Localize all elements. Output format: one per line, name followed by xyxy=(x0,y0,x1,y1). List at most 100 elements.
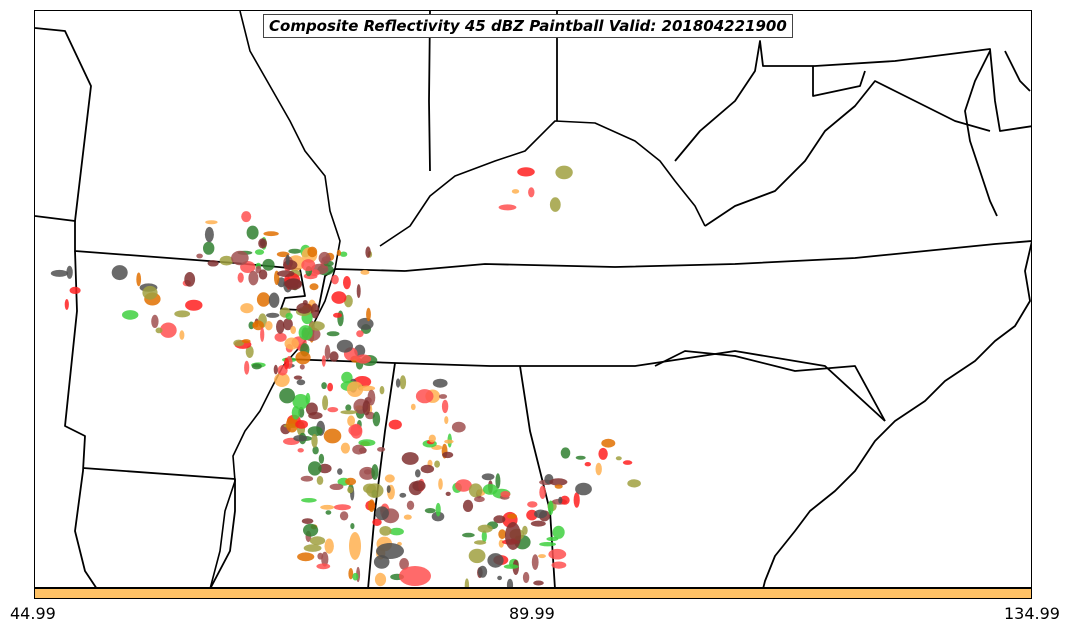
storm-cell xyxy=(598,447,608,460)
storm-cell xyxy=(340,410,358,415)
boundary-line xyxy=(74,221,406,312)
storm-cell xyxy=(464,578,470,587)
storm-cell xyxy=(307,246,318,258)
storm-cell xyxy=(555,165,573,180)
storm-cell xyxy=(438,394,448,399)
storm-cell xyxy=(547,500,554,516)
storm-cell xyxy=(293,375,303,380)
storm-cell xyxy=(531,554,539,570)
storm-cell xyxy=(204,226,214,243)
storm-cell xyxy=(268,292,280,308)
storm-cell xyxy=(246,225,259,240)
storm-cell xyxy=(348,424,363,436)
storm-cell xyxy=(442,451,454,459)
storm-cell xyxy=(283,357,290,370)
storm-cell xyxy=(428,434,436,443)
storm-cell xyxy=(318,453,325,464)
storm-cell xyxy=(372,518,382,526)
storm-cell xyxy=(310,303,320,319)
storm-cell xyxy=(279,388,295,404)
storm-cell xyxy=(374,572,387,587)
storm-cell xyxy=(285,312,293,320)
storm-cell xyxy=(256,292,271,307)
storm-cell xyxy=(142,285,158,300)
storm-cell xyxy=(347,415,355,427)
storm-cell xyxy=(318,251,331,265)
storm-cell xyxy=(203,241,215,255)
storm-cell xyxy=(258,238,267,249)
storm-cell xyxy=(367,389,376,406)
storm-cell xyxy=(511,189,520,194)
boundary-line xyxy=(428,11,431,172)
storm-cell xyxy=(286,416,299,433)
storm-cell xyxy=(284,278,302,289)
storm-cell xyxy=(549,197,561,212)
storm-cell xyxy=(295,351,311,365)
storm-cell xyxy=(151,314,159,328)
storm-cell xyxy=(575,482,592,496)
storm-cell xyxy=(241,211,252,223)
storm-cell xyxy=(69,286,81,294)
storm-cell xyxy=(312,446,319,455)
storm-cell xyxy=(527,501,538,508)
storm-cell xyxy=(179,330,185,340)
storm-cell xyxy=(276,319,285,334)
storm-cell xyxy=(343,276,351,290)
storm-cell xyxy=(352,444,366,455)
storm-cell xyxy=(331,274,339,285)
storm-cell xyxy=(352,572,359,581)
storm-cell xyxy=(307,426,323,437)
boundary-line xyxy=(812,66,866,97)
reflectivity-paintball-layer xyxy=(50,165,641,587)
storm-cell xyxy=(316,475,324,485)
storm-cell xyxy=(528,187,535,198)
storm-cell xyxy=(323,428,342,444)
storm-cell xyxy=(205,220,218,225)
storm-cell xyxy=(327,407,339,413)
storm-cell xyxy=(297,552,315,562)
storm-cell xyxy=(360,269,370,275)
map-panel xyxy=(34,10,1032,588)
storm-cell xyxy=(296,302,312,314)
storm-cell xyxy=(389,527,404,536)
storm-cell xyxy=(434,460,440,468)
storm-cell xyxy=(505,522,521,550)
storm-cell xyxy=(478,565,488,578)
storm-cell xyxy=(258,269,268,280)
storm-cell xyxy=(64,299,69,310)
storm-cell xyxy=(309,321,325,331)
storm-cell xyxy=(455,479,472,492)
storm-cell xyxy=(237,272,244,283)
storm-cell xyxy=(350,523,355,530)
storm-cell xyxy=(530,520,546,527)
storm-cell xyxy=(349,532,361,560)
storm-cell xyxy=(539,542,556,547)
storm-cell xyxy=(552,525,565,539)
storm-cell xyxy=(601,438,616,448)
storm-cell xyxy=(559,495,570,505)
storm-cell xyxy=(299,364,305,370)
storm-cell xyxy=(384,474,395,483)
river-upper-mississippi xyxy=(239,11,341,270)
coastline xyxy=(1004,50,1031,92)
storm-cell xyxy=(320,504,335,510)
storm-cell xyxy=(615,456,622,461)
storm-cell xyxy=(444,416,449,425)
storm-cell xyxy=(441,399,449,414)
storm-cell xyxy=(337,468,343,475)
storm-cell xyxy=(371,464,379,480)
storm-cell xyxy=(474,496,485,503)
storm-cell xyxy=(595,462,602,476)
storm-cell xyxy=(185,299,203,311)
storm-cell xyxy=(336,249,341,256)
boundary-line xyxy=(704,80,991,227)
storm-cell xyxy=(493,515,506,524)
storm-cell xyxy=(297,448,304,453)
storm-cell xyxy=(401,452,419,465)
storm-cell xyxy=(549,478,568,486)
storm-cell xyxy=(534,509,548,519)
storm-cell xyxy=(363,469,372,475)
storm-cell xyxy=(274,372,290,387)
storm-cell xyxy=(308,461,322,476)
storm-cell xyxy=(348,568,354,580)
